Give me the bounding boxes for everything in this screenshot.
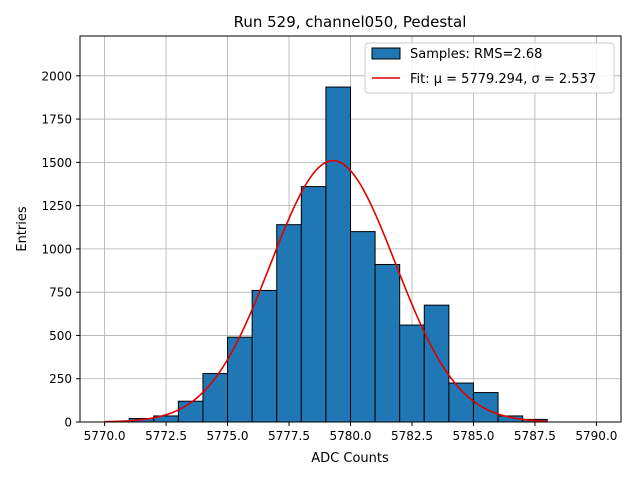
y-tick-label: 1250 <box>41 199 72 213</box>
histogram-bar <box>350 231 376 423</box>
histogram-bar <box>227 336 253 423</box>
x-tick-label: 5787.5 <box>514 429 556 443</box>
x-tick-label: 5772.5 <box>145 429 187 443</box>
fit-curve <box>104 159 548 423</box>
y-axis-ticks: 0 250 500 750 1000 1250 1500 1750 2000 <box>41 69 80 430</box>
histogram-bar <box>276 224 302 423</box>
histogram-bar <box>423 304 450 423</box>
x-axis-label: ADC Counts <box>311 451 389 466</box>
chart-title: Run 529, channel050, Pedestal <box>234 13 467 31</box>
y-tick-label: 500 <box>49 329 72 343</box>
x-tick-label: 5790.0 <box>575 429 617 443</box>
legend-swatch-samples <box>371 47 401 60</box>
histogram-bar <box>399 324 425 423</box>
histogram-bar <box>472 392 499 423</box>
y-tick-label: 1500 <box>41 156 72 170</box>
histogram-bars <box>128 86 548 423</box>
x-tick-label: 5780.0 <box>330 429 372 443</box>
y-tick-label: 2000 <box>41 69 72 83</box>
legend-box <box>364 42 615 94</box>
legend: Samples: RMS=2.68 Fit: μ = 5779.294, σ =… <box>364 42 615 94</box>
x-tick-label: 5785.0 <box>452 429 494 443</box>
histogram-bar <box>177 400 204 423</box>
x-axis-ticks: 5770.0 5772.5 5775.0 5777.5 5780.0 5782.5 5785… <box>84 422 617 443</box>
y-axis-label: Entries <box>15 206 30 252</box>
legend-label-samples: Samples: RMS=2.68 <box>410 47 542 62</box>
y-tick-label: 1000 <box>41 242 72 256</box>
histogram-bar <box>251 289 278 423</box>
y-tick-label: 0 <box>64 416 72 430</box>
y-tick-label: 1750 <box>41 113 72 127</box>
histogram-bar <box>202 373 229 423</box>
legend-label-fit: Fit: μ = 5779.294, σ = 2.537 <box>410 72 596 87</box>
histogram-bar <box>448 382 474 423</box>
x-tick-label: 5782.5 <box>391 429 433 443</box>
histogram-bar <box>374 263 401 423</box>
y-tick-label: 250 <box>49 372 72 386</box>
x-tick-label: 5777.5 <box>268 429 310 443</box>
histogram-bar <box>325 86 351 423</box>
x-tick-label: 5775.0 <box>207 429 249 443</box>
x-tick-label: 5770.0 <box>84 429 126 443</box>
y-tick-label: 750 <box>49 286 72 300</box>
histogram-bar <box>300 186 327 423</box>
